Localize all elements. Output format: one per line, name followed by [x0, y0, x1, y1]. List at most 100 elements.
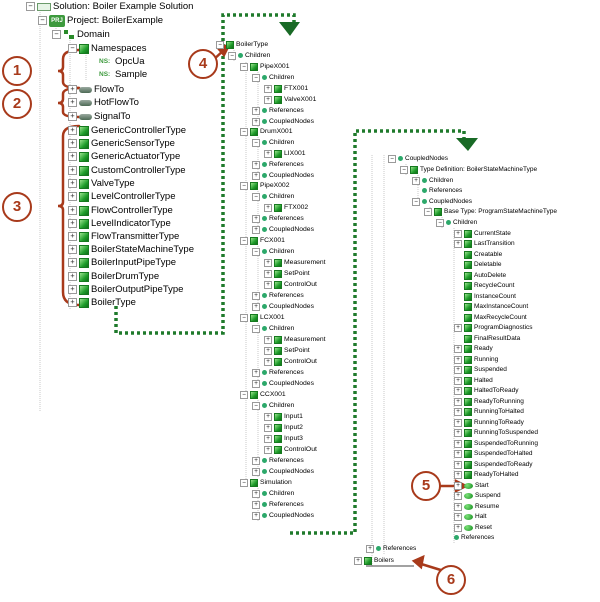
expand-toggle-icon[interactable]: +: [68, 139, 77, 148]
collapse-toggle-icon[interactable]: −: [436, 218, 444, 227]
collapse-toggle-icon[interactable]: −: [252, 247, 260, 256]
collapse-toggle-icon[interactable]: −: [412, 197, 420, 206]
tree-node-deletable[interactable]: Deletable: [454, 258, 501, 271]
expand-toggle-icon[interactable]: +: [454, 418, 462, 427]
expand-toggle-icon[interactable]: +: [252, 368, 260, 377]
tree-node-valvetype[interactable]: + ValveType: [68, 177, 135, 190]
tree-node-resume[interactable]: + Resume: [454, 500, 499, 513]
collapse-toggle-icon[interactable]: −: [240, 127, 248, 136]
collapse-toggle-icon[interactable]: −: [52, 30, 61, 39]
expand-toggle-icon[interactable]: +: [68, 98, 77, 107]
tree-node-children[interactable]: − Children: [252, 190, 294, 203]
expand-toggle-icon[interactable]: +: [252, 467, 260, 476]
collapse-toggle-icon[interactable]: −: [38, 16, 47, 25]
tree-node-signalto[interactable]: + SignalTo: [68, 110, 130, 123]
tree-node-children[interactable]: + Children: [412, 174, 453, 187]
tree-node-suspend[interactable]: + Suspend: [454, 489, 501, 502]
tree-node-input2[interactable]: + Input2: [264, 421, 303, 434]
tree-node-references[interactable]: + References: [252, 104, 304, 117]
expand-toggle-icon[interactable]: +: [264, 203, 272, 212]
tree-node-suspendedtorunning[interactable]: + SuspendedToRunning: [454, 437, 538, 450]
tree-node-ready[interactable]: + Ready: [454, 342, 493, 355]
tree-node-instancecount[interactable]: InstanceCount: [454, 290, 516, 303]
expand-toggle-icon[interactable]: +: [454, 512, 462, 521]
tree-node-children[interactable]: − Children: [436, 216, 477, 229]
expand-toggle-icon[interactable]: +: [252, 214, 260, 223]
expand-toggle-icon[interactable]: +: [264, 258, 272, 267]
expand-toggle-icon[interactable]: +: [252, 117, 260, 126]
expand-toggle-icon[interactable]: +: [454, 449, 462, 458]
tree-node-couplednodes[interactable]: + CoupledNodes: [252, 223, 314, 236]
tree-node-ftx001[interactable]: + FTX001: [264, 82, 308, 95]
tree-node-opcua[interactable]: NS: OpcUa: [88, 55, 145, 68]
expand-toggle-icon[interactable]: +: [68, 126, 77, 135]
tree-node-base-type-programstatemachinetype[interactable]: − Base Type: ProgramStateMachineType: [424, 205, 557, 218]
expand-toggle-icon[interactable]: +: [454, 439, 462, 448]
tree-node-input1[interactable]: + Input1: [264, 410, 303, 423]
expand-toggle-icon[interactable]: +: [68, 192, 77, 201]
expand-toggle-icon[interactable]: +: [264, 335, 272, 344]
tree-node-measurement[interactable]: + Measurement: [264, 333, 326, 346]
tree-node-readytorunning[interactable]: + ReadyToRunning: [454, 395, 524, 408]
expand-toggle-icon[interactable]: +: [252, 500, 260, 509]
expand-toggle-icon[interactable]: +: [68, 232, 77, 241]
tree-node-reset[interactable]: + Reset: [454, 521, 492, 534]
tree-node-children[interactable]: − Children: [228, 49, 270, 62]
expand-toggle-icon[interactable]: +: [264, 149, 272, 158]
tree-node-boilerinputpipetype[interactable]: + BoilerInputPipeType: [68, 256, 176, 269]
tree-node-readytohalted[interactable]: + ReadyToHalted: [454, 468, 518, 481]
tree-node-namespaces[interactable]: − Namespaces: [68, 42, 146, 55]
expand-toggle-icon[interactable]: +: [68, 85, 77, 94]
expand-toggle-icon[interactable]: +: [252, 511, 260, 520]
expand-toggle-icon[interactable]: +: [264, 95, 272, 104]
expand-toggle-icon[interactable]: +: [454, 460, 462, 469]
tree-node-couplednodes[interactable]: + CoupledNodes: [252, 169, 314, 182]
expand-toggle-icon[interactable]: +: [454, 491, 462, 500]
tree-node-recyclecount[interactable]: RecycleCount: [454, 279, 514, 292]
tree-node-suspended[interactable]: + Suspended: [454, 363, 507, 376]
tree-node-suspendedtoready[interactable]: + SuspendedToReady: [454, 458, 533, 471]
tree-node-pipex001[interactable]: − PipeX001: [240, 60, 289, 73]
tree-node-setpoint[interactable]: + SetPoint: [264, 267, 310, 280]
collapse-toggle-icon[interactable]: −: [388, 154, 396, 163]
tree-node-genericcontrollertype[interactable]: + GenericControllerType: [68, 124, 186, 137]
tree-node-references[interactable]: + References: [252, 498, 304, 511]
tree-node-maxrecyclecount[interactable]: MaxRecycleCount: [454, 311, 527, 324]
expand-toggle-icon[interactable]: +: [454, 407, 462, 416]
tree-node-levelindicatortype[interactable]: + LevelIndicatorType: [68, 217, 171, 230]
tree-node-ftx002[interactable]: + FTX002: [264, 201, 308, 214]
expand-toggle-icon[interactable]: +: [454, 428, 462, 437]
tree-node-couplednodes[interactable]: + CoupledNodes: [252, 115, 314, 128]
tree-node-boileroutputpipetype[interactable]: + BoilerOutputPipeType: [68, 283, 183, 296]
tree-node-drumx001[interactable]: − DrumX001: [240, 125, 293, 138]
tree-node-genericsensortype[interactable]: + GenericSensorType: [68, 137, 175, 150]
expand-toggle-icon[interactable]: +: [454, 376, 462, 385]
tree-node-flowtransmittertype[interactable]: + FlowTransmitterType: [68, 230, 179, 243]
tree-node-references[interactable]: References: [412, 184, 462, 197]
expand-toggle-icon[interactable]: +: [68, 298, 77, 307]
expand-toggle-icon[interactable]: +: [252, 160, 260, 169]
tree-node-suspendedtohalted[interactable]: + SuspendedToHalted: [454, 447, 533, 460]
tree-node-ccx001[interactable]: − CCX001: [240, 388, 286, 401]
expand-toggle-icon[interactable]: +: [252, 106, 260, 115]
expand-toggle-icon[interactable]: +: [68, 179, 77, 188]
expand-toggle-icon[interactable]: +: [264, 434, 272, 443]
tree-node-controlout[interactable]: + ControlOut: [264, 278, 317, 291]
expand-toggle-icon[interactable]: +: [454, 355, 462, 364]
tree-node-boilertype[interactable]: + BoilerType: [68, 296, 136, 309]
collapse-toggle-icon[interactable]: −: [252, 73, 260, 82]
expand-toggle-icon[interactable]: +: [68, 152, 77, 161]
expand-toggle-icon[interactable]: +: [68, 206, 77, 215]
expand-toggle-icon[interactable]: +: [454, 344, 462, 353]
expand-toggle-icon[interactable]: +: [252, 489, 260, 498]
expand-toggle-icon[interactable]: +: [252, 379, 260, 388]
collapse-toggle-icon[interactable]: −: [252, 138, 260, 147]
collapse-toggle-icon[interactable]: −: [252, 324, 260, 333]
expand-toggle-icon[interactable]: +: [68, 245, 77, 254]
tree-node-boilertype[interactable]: − BoilerType: [216, 38, 268, 51]
expand-toggle-icon[interactable]: +: [68, 112, 77, 121]
collapse-toggle-icon[interactable]: −: [252, 401, 260, 410]
collapse-toggle-icon[interactable]: −: [240, 390, 248, 399]
tree-node-autodelete[interactable]: AutoDelete: [454, 269, 506, 282]
tree-node-flowcontrollertype[interactable]: + FlowControllerType: [68, 204, 173, 217]
